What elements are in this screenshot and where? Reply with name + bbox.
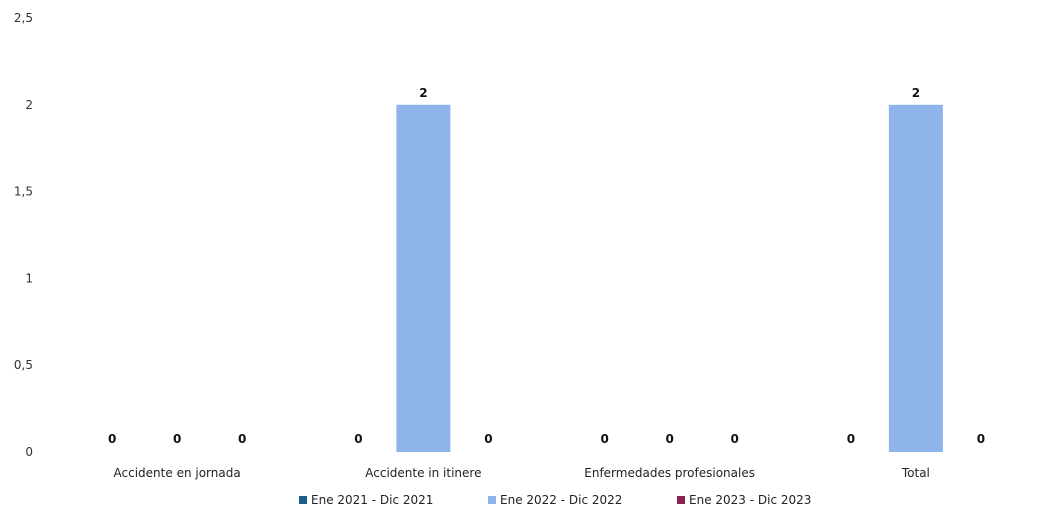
y-axis: 0 0,5 1 1,5 2 2,5 [14,11,33,459]
legend-label: Ene 2022 - Dic 2022 [500,493,622,507]
legend-swatch [488,496,496,504]
data-label: 0 [847,432,855,446]
data-label: 0 [484,432,492,446]
bars [396,104,943,453]
data-label: 0 [173,432,181,446]
data-label: 0 [108,432,116,446]
x-axis: Accidente en jornada Accidente in itinere… [114,466,930,480]
x-category-label: Enfermedades profesionales [584,466,755,480]
y-tick-label: 0 [25,445,33,459]
data-labels: 0 0 0 0 2 0 0 0 0 0 2 0 [108,86,985,446]
bar-2-2 [396,104,451,453]
data-label: 0 [730,432,738,446]
legend-label: Ene 2021 - Dic 2021 [311,493,433,507]
y-tick-label: 1 [25,271,33,285]
legend-swatch [677,496,685,504]
x-category-label: Total [901,466,930,480]
data-label: 0 [238,432,246,446]
legend-item: Ene 2023 - Dic 2023 [677,493,811,507]
data-label: 0 [665,432,673,446]
data-label: 0 [354,432,362,446]
y-tick-label: 0,5 [14,358,33,372]
legend: Ene 2021 - Dic 2021 Ene 2022 - Dic 2022 En… [299,493,811,507]
y-tick-label: 2 [25,98,33,112]
data-label: 2 [419,86,427,100]
bar-2-4 [888,104,943,453]
y-tick-label: 1,5 [14,185,33,199]
x-category-label: Accidente en jornada [114,466,241,480]
data-label: 0 [600,432,608,446]
x-category-label: Accidente in itinere [365,466,481,480]
y-tick-label: 2,5 [14,11,33,25]
legend-swatch [299,496,307,504]
data-label: 0 [977,432,985,446]
legend-item: Ene 2021 - Dic 2021 [299,493,433,507]
legend-label: Ene 2023 - Dic 2023 [689,493,811,507]
legend-item: Ene 2022 - Dic 2022 [488,493,622,507]
data-label: 2 [912,86,920,100]
